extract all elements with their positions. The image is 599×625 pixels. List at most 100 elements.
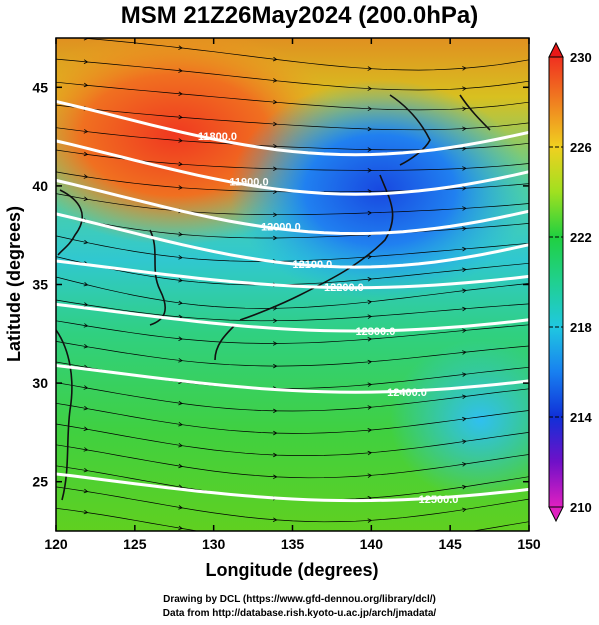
contour-line: [56, 472, 529, 503]
x-tick-label: 125: [123, 536, 147, 552]
streamline-arrow: [178, 114, 183, 120]
streamline-arrow: [367, 66, 373, 71]
streamline: [56, 235, 529, 262]
coastline-kuril: [459, 94, 491, 131]
streamline-arrow: [273, 539, 277, 543]
contour-line: [56, 99, 529, 157]
streamline-arrow: [462, 267, 467, 273]
streamline-arrow: [178, 161, 183, 167]
streamline-arrow: [178, 91, 183, 97]
streamline-arrow: [367, 86, 373, 91]
colorbar-min-arrow: [548, 506, 564, 523]
streamline-arrow: [83, 447, 89, 452]
streamline-arrow: [178, 300, 183, 306]
colorbar-tick-label: 222: [570, 230, 592, 245]
contour-label: 12100.0: [293, 259, 333, 271]
streamline-arrow: [273, 408, 278, 414]
streamline-arrow: [83, 151, 89, 157]
streamline-arrow: [83, 467, 89, 473]
streamline-arrow: [462, 372, 467, 377]
streamline-arrow: [462, 394, 467, 400]
x-tick-label: 130: [202, 536, 226, 552]
streamline: [56, 193, 529, 216]
x-axis: 120 125 130 135 140 145 150: [44, 38, 541, 552]
x-axis-label: Longitude (degrees): [205, 560, 378, 580]
streamline-arrow: [83, 196, 89, 201]
streamline-arrow: [367, 210, 373, 216]
contour-label: 11900.0: [229, 177, 268, 189]
streamline: [77, 38, 529, 71]
streamline-arrow: [272, 121, 278, 127]
streamline-arrow: [178, 336, 183, 341]
streamline-arrow: [462, 206, 467, 211]
streamline-arrow: [462, 146, 467, 151]
streamline-arrow: [178, 255, 183, 260]
streamline: [56, 402, 529, 434]
streamline: [56, 58, 529, 91]
contour-label: 11800.0: [198, 131, 237, 143]
streamline-arrow: [273, 430, 278, 436]
streamline-arrow: [178, 231, 183, 237]
streamline-arrow: [272, 99, 278, 105]
streamline-arrow: [273, 189, 278, 194]
streamline-arrow: [462, 416, 467, 422]
streamline-arrow: [462, 484, 467, 490]
contour-line: [56, 302, 529, 333]
contour-line: [56, 363, 529, 394]
streamline-arrow: [83, 323, 89, 328]
x-tick-label: 135: [281, 536, 305, 552]
streamline-arrow: [178, 358, 183, 363]
streamline-arrow: [178, 421, 183, 427]
streamline: [56, 320, 529, 344]
streamline-arrow: [367, 518, 373, 523]
contour-label: 12200.0: [324, 282, 364, 294]
streamline-arrow: [178, 185, 183, 190]
streamline-arrow: [367, 299, 373, 305]
y-tick-label: 30: [32, 375, 48, 391]
streamline-arrow: [462, 106, 467, 112]
streamline: [56, 299, 529, 322]
streamline-arrow: [178, 400, 183, 406]
y-tick-label: 45: [32, 79, 48, 95]
streamline-arrow: [273, 212, 278, 218]
streamline-arrow: [462, 246, 467, 252]
streamline-arrow: [462, 226, 467, 231]
coastline-hokkaido: [389, 94, 431, 166]
streamline-arrow: [367, 106, 373, 111]
streamline-arrow: [83, 343, 89, 349]
streamline-arrow: [83, 302, 89, 307]
streamline-arrow: [272, 56, 278, 62]
streamline-arrow: [367, 450, 373, 456]
streamline-arrow: [178, 505, 183, 510]
colorbar-tick-label: 226: [570, 140, 592, 155]
coastline-china-east: [56, 329, 73, 501]
contour-labels: 11800.0 11900.0 12000.0 12100.0 12200.0 12300…: [198, 131, 458, 506]
y-axis-label: Latitude (degrees): [4, 206, 24, 362]
wind-streamlines: [56, 38, 529, 543]
colorbar-max-arrow: [548, 41, 564, 58]
colorbar: 230 226 222 218 214 210: [548, 41, 592, 523]
streamline-arrow: [462, 166, 467, 171]
colorbar-tick-label: 214: [570, 410, 592, 425]
streamline-arrow: [178, 525, 183, 531]
streamline-arrow: [83, 488, 89, 494]
streamline-arrow: [367, 277, 373, 282]
streamline-arrow: [462, 350, 467, 355]
streamline-arrow: [273, 318, 278, 324]
streamline-arrow: [273, 341, 278, 346]
coastline-china-north: [57, 189, 84, 256]
streamline: [56, 341, 529, 367]
height-contours: [56, 99, 529, 503]
cold-anomaly: [230, 80, 529, 300]
streamline-arrow: [367, 254, 373, 260]
streamline: [56, 423, 529, 456]
colorbar-tick-label: 230: [570, 50, 592, 65]
streamline-arrow: [178, 45, 183, 50]
streamline-arrow: [83, 239, 89, 245]
streamline-arrow: [367, 126, 373, 132]
streamline-arrow: [83, 385, 89, 390]
streamline-arrow: [272, 517, 278, 522]
streamline: [56, 444, 529, 479]
streamline-arrow: [367, 473, 373, 478]
streamline: [56, 214, 529, 239]
